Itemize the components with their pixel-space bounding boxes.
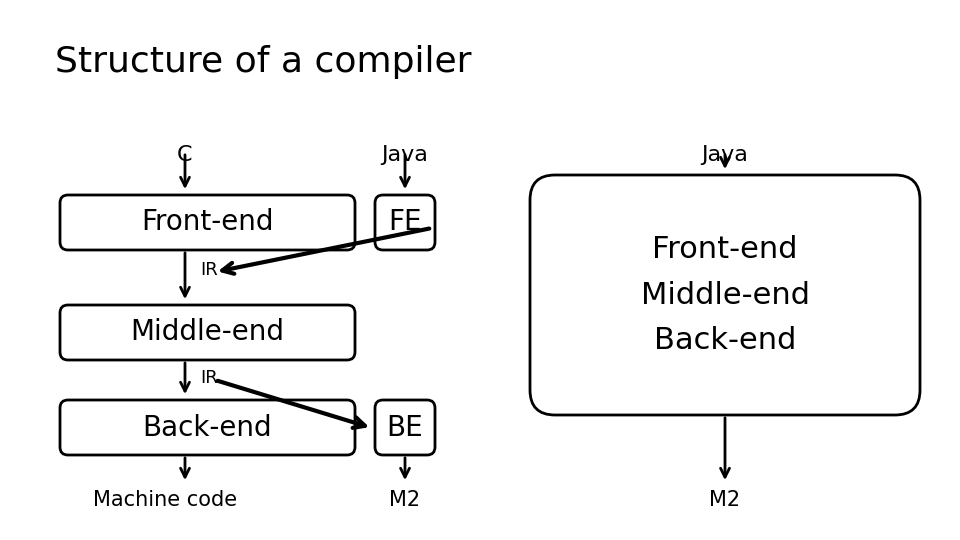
FancyBboxPatch shape	[60, 195, 355, 250]
Text: IR: IR	[200, 369, 218, 387]
FancyBboxPatch shape	[60, 305, 355, 360]
Text: IR: IR	[200, 261, 218, 279]
FancyBboxPatch shape	[60, 400, 355, 455]
Text: M2: M2	[709, 490, 740, 510]
Text: Front-end
Middle-end
Back-end: Front-end Middle-end Back-end	[640, 235, 809, 355]
Text: Java: Java	[381, 145, 428, 165]
FancyBboxPatch shape	[375, 400, 435, 455]
Text: Back-end: Back-end	[143, 414, 273, 442]
Text: C: C	[178, 145, 193, 165]
Text: Middle-end: Middle-end	[131, 319, 284, 347]
Text: Structure of a compiler: Structure of a compiler	[55, 45, 471, 79]
Text: Java: Java	[702, 145, 749, 165]
Text: FE: FE	[388, 208, 421, 237]
FancyBboxPatch shape	[375, 195, 435, 250]
Text: BE: BE	[387, 414, 423, 442]
Text: Machine code: Machine code	[93, 490, 237, 510]
Text: Front-end: Front-end	[141, 208, 274, 237]
Text: M2: M2	[390, 490, 420, 510]
FancyBboxPatch shape	[530, 175, 920, 415]
